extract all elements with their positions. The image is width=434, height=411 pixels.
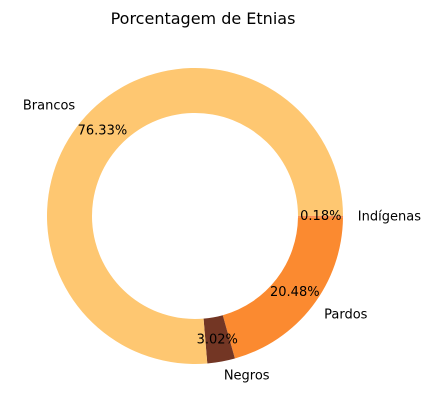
slice-pardos [222,217,343,359]
chart-title: Porcentagem de Etnias [111,9,296,28]
slice-indigenas [297,216,343,218]
slice-group [47,68,344,365]
label-group: Indígenas 0.18% Pardos 20.48% Negros 3.02% Bra… [23,98,421,383]
slice-percent-label: 76.33% [78,123,128,138]
slice-brancos [47,68,344,365]
slice-negros [203,315,235,364]
slice-percent-label: 3.02% [197,332,238,347]
slice-label: Pardos [324,308,368,323]
slice-label: Indígenas [358,209,421,224]
slice-label: Brancos [23,98,76,113]
slice-percent-label: 20.48% [270,285,320,300]
slice-percent-label: 0.18% [300,209,341,224]
slice-label: Negros [224,369,270,384]
